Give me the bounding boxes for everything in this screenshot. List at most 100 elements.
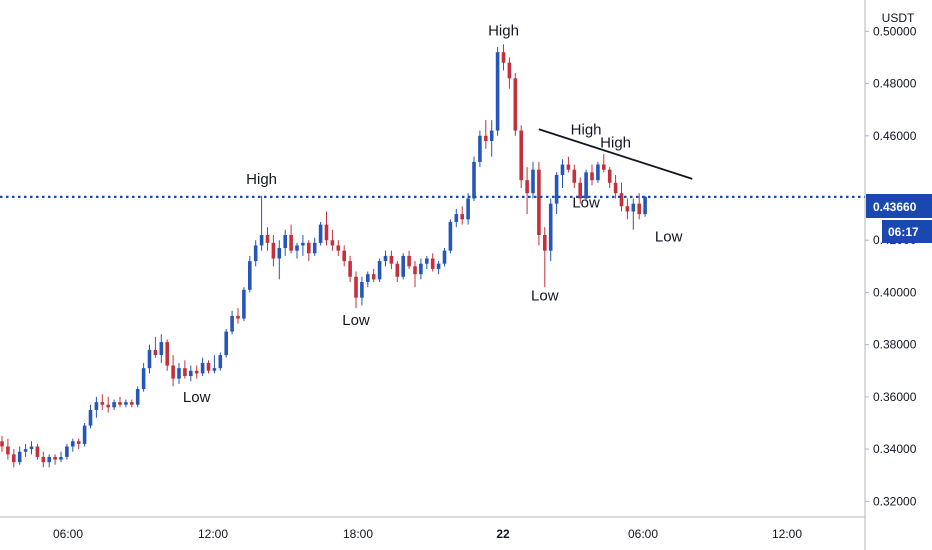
candle-body: [153, 349, 158, 356]
candle-body: [71, 441, 75, 447]
candle-body: [578, 182, 582, 199]
candle-body: [47, 456, 51, 463]
candle-body: [88, 409, 93, 426]
x-axis-ticks: 06:00 12:00 18:00 22 06:00 12:00: [53, 527, 802, 541]
candle-body: [596, 164, 600, 181]
trendline: [538, 128, 693, 180]
candle-body: [230, 315, 234, 332]
candle-body: [548, 203, 553, 251]
candle-body: [94, 402, 99, 410]
candle-body: [100, 402, 105, 405]
candle-body: [59, 456, 63, 460]
annotation-label: Low: [342, 312, 370, 329]
candle-body: [177, 368, 181, 379]
annotation-label: Low: [572, 195, 600, 212]
candle-body: [395, 263, 400, 277]
candle-body: [183, 368, 187, 376]
candle-body: [637, 203, 641, 215]
candle-body: [124, 402, 128, 405]
candle-body: [324, 224, 329, 241]
candle-body: [448, 221, 453, 251]
candle-body: [259, 235, 264, 246]
candle-body: [106, 404, 110, 408]
candle-body: [478, 135, 482, 162]
candle-body: [619, 193, 624, 207]
candle-body: [212, 368, 217, 371]
candle-body: [283, 235, 287, 249]
candle-body: [537, 169, 541, 235]
annotation-label: Low: [655, 229, 683, 246]
candle-body: [342, 250, 346, 262]
candle-body: [200, 362, 205, 374]
candle-body: [625, 206, 630, 212]
candle-body: [560, 164, 565, 175]
candle-body: [590, 172, 594, 181]
candle-body: [613, 182, 618, 194]
candle-body: [531, 169, 535, 194]
candle-body: [312, 242, 317, 254]
candle-body: [519, 130, 523, 181]
y-tick-label: 0.34000: [873, 442, 917, 456]
candle-body: [336, 245, 341, 251]
candle-body: [253, 245, 258, 262]
candle-body: [554, 174, 559, 204]
candle-body: [0, 441, 4, 447]
candle-body: [35, 446, 40, 457]
countdown-label: 06:17: [888, 225, 919, 239]
y-tick-label: 0.40000: [873, 285, 917, 299]
candle-body: [489, 130, 494, 141]
candle-body: [224, 331, 228, 356]
candle-body: [377, 261, 382, 280]
candle-body: [307, 242, 311, 254]
candle-body: [348, 261, 352, 277]
candle-body: [236, 315, 240, 319]
y-tick-label: 0.50000: [873, 24, 917, 38]
candle-body: [318, 224, 323, 243]
candle-body: [194, 370, 199, 374]
x-tick-label: 12:00: [198, 527, 228, 541]
candle-body: [360, 282, 364, 298]
x-tick-label: 06:00: [53, 527, 83, 541]
candle-body: [607, 169, 612, 183]
x-tick-label: 18:00: [343, 527, 373, 541]
candle-body: [265, 235, 270, 243]
candle-body: [141, 368, 146, 390]
candle-body: [442, 250, 447, 264]
candle-body: [112, 402, 116, 408]
candle-body: [484, 135, 488, 141]
candle-body: [206, 362, 211, 371]
candle-body: [147, 349, 152, 369]
candle-body: [118, 402, 122, 405]
candle-body: [6, 446, 10, 455]
candle-body: [584, 172, 588, 199]
x-tick-label: 06:00: [628, 527, 658, 541]
y-tick-label: 0.36000: [873, 390, 917, 404]
candle-body: [130, 402, 134, 405]
candle-body: [330, 240, 335, 246]
y-axis-ticks: 0.500000.480000.460000.420000.400000.380…: [865, 24, 917, 508]
candle-body: [301, 242, 305, 246]
candle-body: [413, 266, 417, 275]
candle-body: [271, 242, 276, 259]
y-tick-label: 0.38000: [873, 338, 917, 352]
candle-body: [513, 78, 518, 131]
annotation-label: High: [600, 135, 631, 152]
candle-body: [41, 456, 46, 463]
candle-body: [366, 274, 370, 282]
candle-body: [277, 248, 282, 259]
candle-body: [135, 389, 140, 405]
candle-body: [242, 289, 246, 319]
y-tick-label: 0.48000: [873, 77, 917, 91]
candle-body: [12, 454, 16, 463]
candle-body: [295, 245, 299, 251]
candle-body: [165, 342, 169, 366]
candle-body: [436, 263, 441, 269]
current-price-label: 0.43660: [873, 200, 917, 214]
candle-body: [501, 52, 506, 63]
candle-body: [383, 255, 388, 262]
annotation-label: High: [571, 121, 602, 138]
candle-body: [218, 355, 223, 369]
candle-body: [407, 255, 411, 267]
candle-body: [566, 164, 571, 170]
